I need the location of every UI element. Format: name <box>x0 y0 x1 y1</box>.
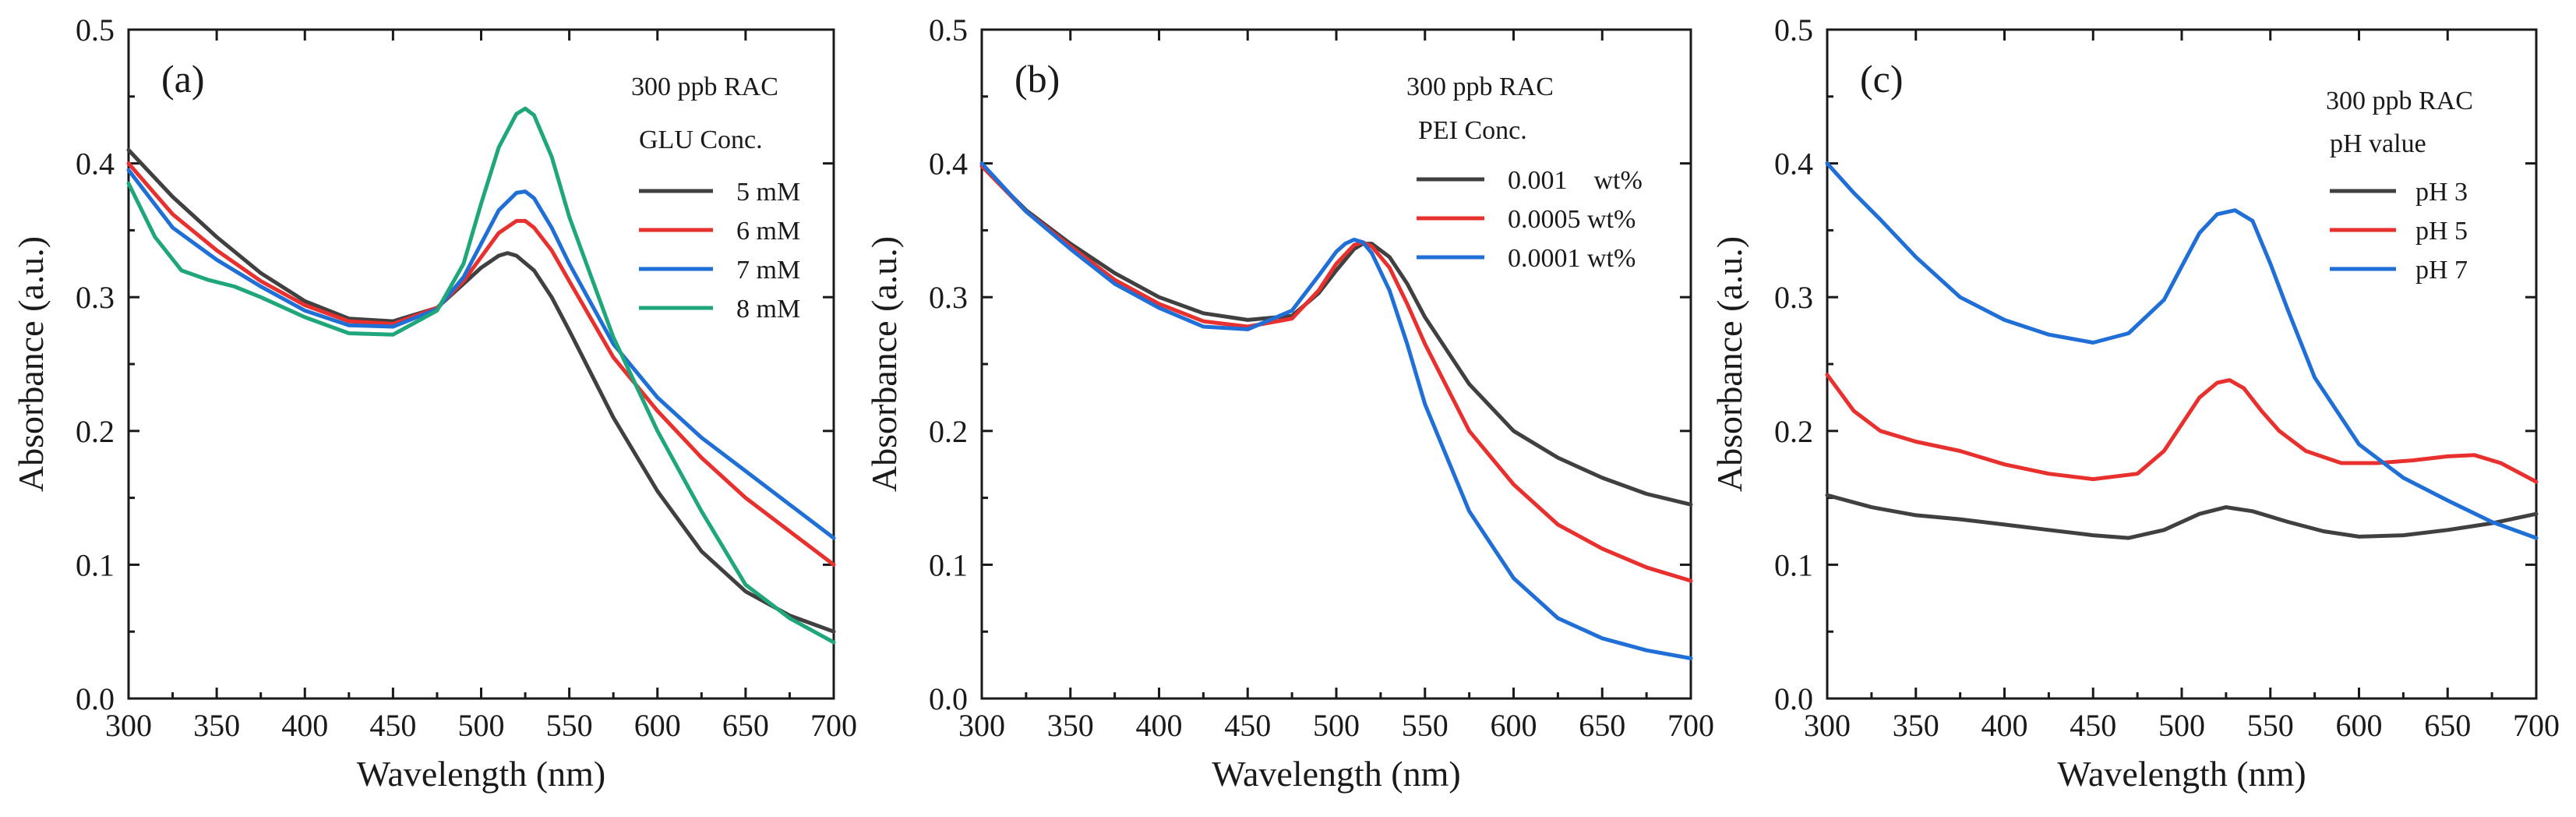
legend-entry: 0.0005 wt% <box>1508 205 1636 234</box>
x-tick-label: 550 <box>2247 708 2294 743</box>
series-line-0.0001-wtpct <box>979 161 1693 660</box>
panel-c: 300 350 400 450 500 550 600 650 700 0.0 0.1 0.2 0.3 0… <box>1710 12 2560 794</box>
legend-title: 300 ppb RAC <box>2326 87 2473 115</box>
x-tick-label: 350 <box>1047 708 1094 743</box>
y-axis-title: Absorbance (a.u.) <box>864 236 904 492</box>
x-tick-label: 600 <box>634 708 681 743</box>
y-tick-label: 0.2 <box>76 414 115 449</box>
y-tick-label: 0.5 <box>76 12 115 48</box>
x-tick-label: 500 <box>2158 708 2205 743</box>
x-tick-label: 700 <box>1667 708 1714 743</box>
legend-entry: pH 5 <box>2415 217 2468 246</box>
y-tick-label: 0.2 <box>1774 414 1813 449</box>
y-axis-title: Absorbance (a.u.) <box>1710 236 1749 492</box>
x-tick-label: 400 <box>1136 708 1183 743</box>
y-tick-label: 0.4 <box>1774 147 1813 182</box>
x-tick-label: 350 <box>1893 708 1939 743</box>
panel-label: (b) <box>1015 57 1060 101</box>
x-tick-label: 450 <box>369 708 416 743</box>
series-line-pH-3 <box>1825 493 2539 540</box>
x-tick-label: 600 <box>2336 708 2383 743</box>
x-tick-label: 650 <box>2424 708 2471 743</box>
series-line-6-mM <box>126 161 836 567</box>
x-tick-label: 500 <box>458 708 505 743</box>
x-tick-label: 450 <box>2070 708 2116 743</box>
legend-entry: 5 mM <box>736 178 800 207</box>
legend-entry: pH 7 <box>2415 256 2468 285</box>
legend-entry: 7 mM <box>736 256 800 285</box>
legend-entry: pH 3 <box>2415 178 2468 207</box>
series-line-5-mM <box>126 147 836 634</box>
legend-subtitle: PEI Conc. <box>1418 116 1527 145</box>
x-tick-label: 700 <box>2513 708 2560 743</box>
y-tick-label: 0.3 <box>76 280 115 315</box>
y-tick-label: 0.0 <box>76 681 115 716</box>
y-tick-label: 0.2 <box>929 414 968 449</box>
x-tick-label: 450 <box>1224 708 1271 743</box>
panel-label: (c) <box>1860 57 1904 101</box>
legend-entry: 0.001 wt% <box>1508 166 1643 195</box>
y-tick-label: 0.0 <box>1774 681 1813 716</box>
series-line-pH-5 <box>1825 373 2539 484</box>
panel-label: (a) <box>161 57 205 101</box>
x-axis-title: Wavelength (nm) <box>1212 754 1460 794</box>
y-tick-label: 0.1 <box>1774 547 1813 582</box>
legend-subtitle: pH value <box>2330 129 2426 158</box>
series-line-0.001-wtpct <box>979 164 1693 507</box>
x-tick-label: 500 <box>1313 708 1360 743</box>
series-line-0.0005-wtpct <box>979 164 1693 583</box>
x-tick-label: 350 <box>193 708 240 743</box>
panel-b: 300 350 400 450 500 550 600 650 700 0.0 0.1 0.2 0.3 0… <box>864 12 1714 794</box>
y-tick-label: 0.1 <box>929 547 968 582</box>
panel-a: 300 350 400 450 500 550 600 650 700 0.0 0.1 0.2 0.3 0… <box>11 12 857 794</box>
x-tick-label: 400 <box>281 708 328 743</box>
y-tick-label: 0.0 <box>929 681 968 716</box>
plot-frame <box>1826 28 2538 700</box>
series-line-8-mM <box>126 106 836 645</box>
y-tick-label: 0.1 <box>76 547 115 582</box>
x-tick-label: 300 <box>958 708 1005 743</box>
x-tick-label: 300 <box>1804 708 1851 743</box>
x-tick-label: 650 <box>1579 708 1625 743</box>
y-tick-label: 0.4 <box>929 147 968 182</box>
legend-title: 300 ppb RAC <box>1406 73 1554 101</box>
x-axis-title: Wavelength (nm) <box>357 754 605 794</box>
x-tick-label: 700 <box>810 708 857 743</box>
y-tick-label: 0.5 <box>929 12 968 48</box>
y-axis-title: Absorbance (a.u.) <box>11 236 51 492</box>
x-axis-title: Wavelength (nm) <box>2057 754 2306 794</box>
x-tick-label: 600 <box>1491 708 1537 743</box>
y-tick-label: 0.4 <box>76 147 115 182</box>
x-tick-label: 650 <box>722 708 769 743</box>
legend-subtitle: GLU Conc. <box>639 126 763 154</box>
plot-frame <box>980 28 1692 700</box>
y-tick-label: 0.3 <box>929 280 968 315</box>
series-line-pH-7 <box>1825 161 2539 540</box>
legend-entry: 6 mM <box>736 217 800 246</box>
x-tick-label: 300 <box>105 708 152 743</box>
legend-entry: 0.0001 wt% <box>1508 244 1636 273</box>
x-tick-label: 550 <box>1402 708 1449 743</box>
y-tick-label: 0.5 <box>1774 12 1813 48</box>
series-line-7-mM <box>126 168 836 540</box>
x-tick-label: 550 <box>546 708 593 743</box>
y-tick-label: 0.3 <box>1774 280 1813 315</box>
x-tick-label: 400 <box>1981 708 2028 743</box>
legend-entry: 8 mM <box>736 295 800 324</box>
legend-title: 300 ppb RAC <box>631 73 778 101</box>
